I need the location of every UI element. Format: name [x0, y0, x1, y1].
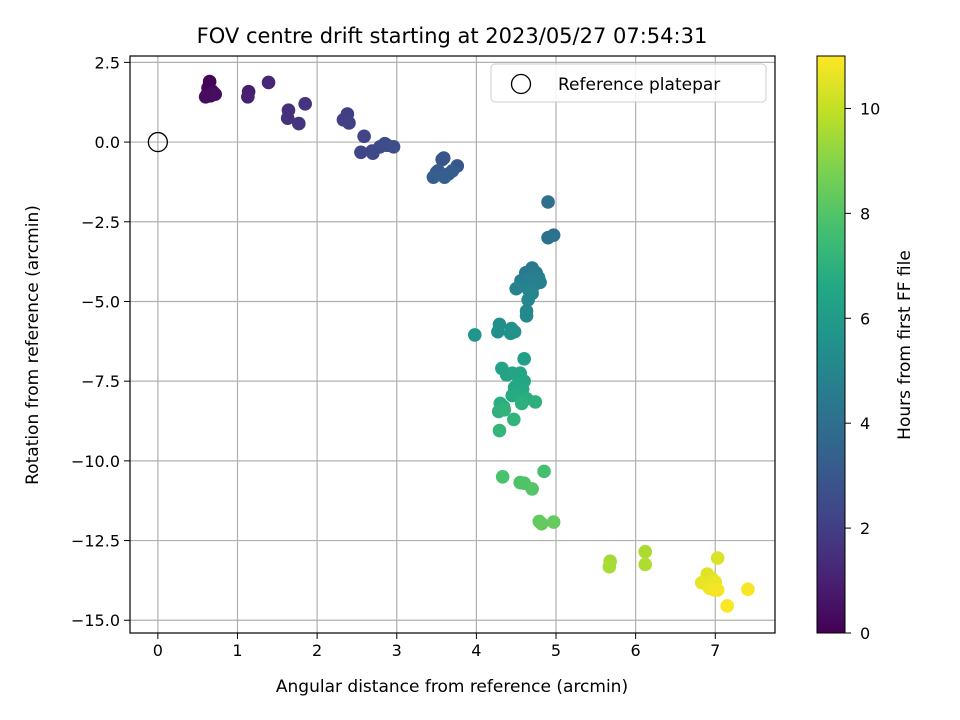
x-axis-label: Angular distance from reference (arcmin): [276, 677, 628, 697]
y-tick-label: 0.0: [95, 133, 120, 152]
colorbar-tick-label: 8: [860, 204, 870, 223]
data-point: [517, 352, 531, 366]
data-point: [638, 544, 653, 559]
data-point: [386, 140, 401, 154]
plot-frame: [129, 55, 776, 634]
y-tick-label: −2.5: [81, 213, 120, 232]
x-tick-label: 7: [710, 641, 720, 660]
data-point: [541, 230, 555, 245]
data-point: [357, 129, 371, 144]
x-tick-label: 1: [232, 641, 242, 660]
data-point: [503, 326, 518, 341]
y-tick-label: −7.5: [81, 372, 120, 391]
x-tick-label: 3: [392, 641, 402, 660]
x-tick-label: 0: [153, 641, 163, 660]
grid: [130, 56, 775, 633]
data-point: [298, 97, 312, 111]
data-point: [638, 557, 653, 572]
data-point: [426, 170, 441, 184]
data-point: [208, 87, 223, 102]
data-point: [292, 116, 306, 131]
reference-platepar-marker: [147, 131, 169, 153]
legend-entry-reference: Reference platepar: [558, 75, 720, 95]
legend-marker: [510, 73, 532, 95]
y-tick-label: −12.5: [71, 532, 120, 551]
y-tick-label: 2.5: [95, 53, 120, 72]
colorbar-tick-label: 10: [860, 99, 880, 118]
data-point: [491, 324, 505, 339]
data-point: [342, 116, 356, 130]
data-point: [354, 145, 368, 160]
y-tick-label: −5.0: [81, 292, 120, 311]
x-axis: 0 1 2 3 4 5 6 7: [153, 633, 720, 660]
data-point: [280, 111, 295, 125]
data-point: [602, 559, 617, 574]
data-point: [710, 551, 725, 565]
x-tick-label: 2: [312, 641, 322, 660]
colorbar-ticks: 0 2 4 6 8 10: [845, 99, 880, 643]
data-point: [528, 395, 543, 409]
data-point: [495, 469, 510, 484]
legend-box: [490, 63, 767, 103]
x-tick-label: 5: [551, 641, 561, 660]
data-point: [507, 412, 521, 427]
data-point: [492, 423, 507, 438]
scatter-points: [198, 74, 755, 613]
x-tick-label: 6: [631, 641, 641, 660]
data-point: [534, 516, 549, 531]
data-point: [541, 195, 555, 209]
colorbar-tick-label: 2: [860, 519, 870, 538]
colorbar-label: Hours from first FF file: [895, 250, 915, 440]
x-tick-label: 4: [471, 641, 481, 660]
data-point: [741, 582, 755, 597]
colorbar-gradient: [816, 55, 846, 634]
data-point: [437, 170, 452, 184]
data-point: [514, 396, 529, 411]
data-point: [519, 309, 534, 323]
data-point: [546, 515, 561, 529]
data-point: [720, 599, 735, 613]
data-point: [537, 464, 551, 479]
chart-title: FOV centre drift starting at 2023/05/27 …: [197, 24, 708, 48]
y-tick-label: −15.0: [71, 611, 120, 630]
data-point: [509, 281, 524, 296]
colorbar: 0 2 4 6 8 10 Hours from first FF file: [816, 55, 915, 643]
data-point: [435, 152, 449, 167]
data-point: [497, 403, 512, 417]
colorbar-tick-label: 6: [860, 309, 870, 328]
y-axis: 2.5 0.0 −2.5 −5.0 −7.5 −10.0 −12.5 −15.0: [71, 53, 130, 630]
y-tick-label: −10.0: [71, 452, 120, 471]
data-point: [241, 90, 255, 104]
y-axis-label: Rotation from reference (arcmin): [23, 205, 43, 485]
colorbar-tick-label: 0: [860, 624, 870, 643]
legend: Reference platepar: [490, 63, 767, 103]
data-point: [710, 583, 725, 597]
data-point: [525, 482, 539, 496]
data-point: [521, 293, 535, 307]
reference-layer: [147, 131, 169, 153]
colorbar-tick-label: 4: [860, 414, 870, 433]
data-point: [261, 75, 276, 90]
data-point: [467, 328, 482, 342]
